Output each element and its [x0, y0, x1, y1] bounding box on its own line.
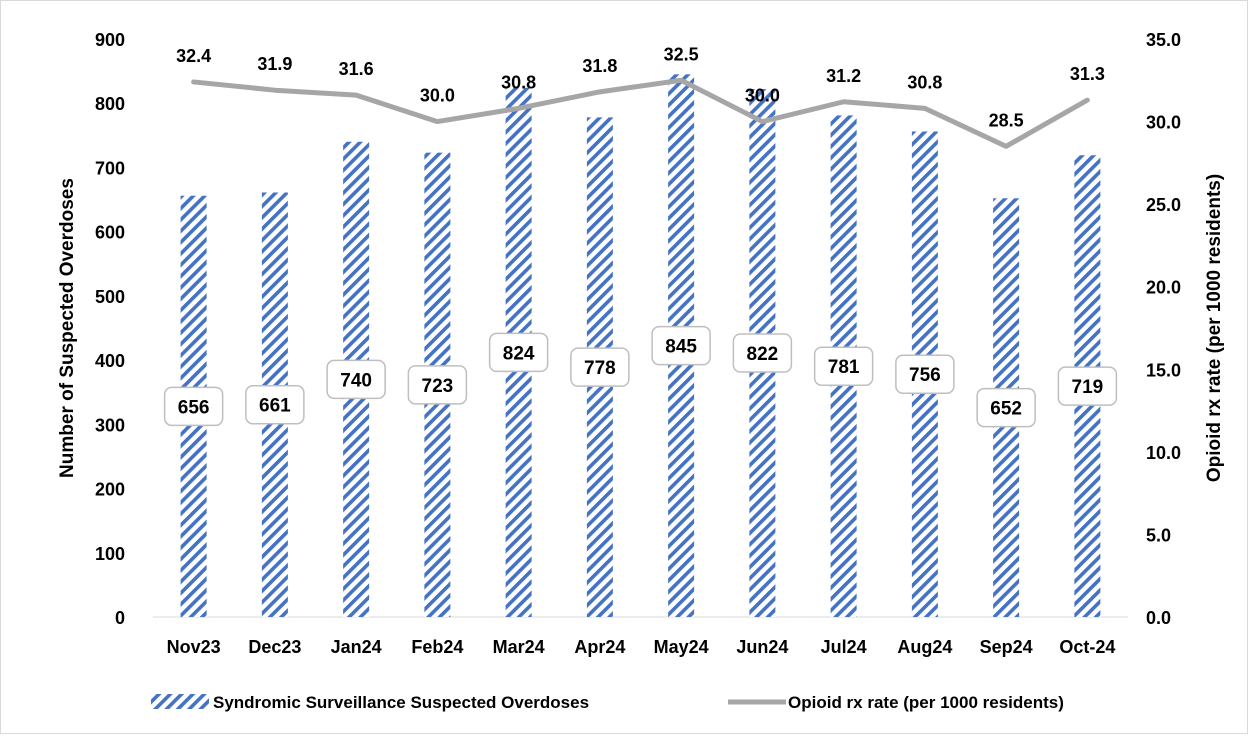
bar-data-label: 822	[747, 344, 779, 365]
bar-data-label-box	[570, 347, 630, 387]
bar-data-label: 723	[422, 376, 454, 397]
x-tick-label: Jan24	[331, 637, 382, 657]
y2-tick-label: 0.0	[1146, 608, 1171, 628]
y-tick-label: 300	[95, 415, 125, 435]
bar-data-label-box	[407, 365, 468, 405]
bar-data-label-box	[813, 346, 874, 386]
bar-data-label: 756	[909, 365, 941, 386]
y2-tick-label: 20.0	[1146, 278, 1181, 298]
bar-data-label-box	[895, 354, 955, 394]
y2-tick-label: 25.0	[1146, 195, 1181, 215]
y-tick-label: 900	[95, 30, 125, 50]
bar-data-label-box	[1057, 366, 1118, 406]
bar-data-label-box	[732, 333, 793, 373]
y2-tick-label: 15.0	[1146, 360, 1181, 380]
y2-tick-label: 10.0	[1146, 443, 1181, 463]
y-axis-title: Number of Suspected Overdoses	[57, 178, 78, 478]
y-tick-label: 200	[95, 480, 125, 500]
bar-data-label-box	[326, 359, 386, 400]
x-tick-label: Jul24	[821, 637, 867, 657]
line-data-label: 31.3	[1070, 64, 1105, 84]
y2-tick-label: 30.0	[1146, 113, 1181, 133]
legend: Syndromic Surveillance Suspected Overdos…	[151, 693, 1064, 712]
bar-data-label: 740	[340, 370, 372, 391]
y-tick-label: 800	[95, 94, 125, 114]
axes-layer: 0 100 200 300 400 500 600 700 800 900 0.0 5.0 10.0 15…	[95, 30, 1181, 657]
line-data-label: 30.0	[420, 86, 455, 106]
bar-data-label: 719	[1072, 377, 1104, 398]
x-tick-label: Aug24	[897, 637, 952, 657]
line-series	[191, 77, 1090, 149]
line-data-label: 31.9	[257, 54, 292, 74]
line-data-label: 31.8	[582, 56, 617, 76]
y-tick-label: 600	[95, 223, 125, 243]
y-tick-label: 400	[95, 351, 125, 371]
x-tick-label: Nov23	[167, 637, 221, 657]
labels-layer: 656 661 740 723 824 778 845 822 781 756 652 719 32.4…	[163, 44, 1118, 428]
bar-data-label-box	[245, 384, 305, 425]
bar-data-label: 656	[178, 397, 210, 418]
line-data-label: 30.0	[745, 86, 780, 106]
x-tick-label: Feb24	[411, 637, 463, 657]
bar-data-label: 652	[990, 399, 1022, 420]
bar-data-label-box	[651, 325, 711, 366]
bar-data-label-box	[163, 386, 224, 427]
x-tick-label: Oct-24	[1059, 637, 1115, 657]
line-data-label: 30.8	[501, 72, 536, 92]
legend-bar-label: Syndromic Surveillance Suspected Overdos…	[213, 693, 589, 712]
legend-bar-swatch	[151, 694, 209, 709]
y-tick-label: 500	[95, 287, 125, 307]
bar-data-label: 824	[503, 343, 535, 364]
bars-layer	[180, 74, 1101, 618]
line-data-label: 28.5	[989, 110, 1024, 130]
legend-line-label: Opioid rx rate (per 1000 residents)	[788, 693, 1064, 712]
x-tick-label: Dec23	[248, 637, 301, 657]
bar-data-label-box	[488, 332, 549, 373]
x-tick-label: Jun24	[736, 637, 788, 657]
x-tick-label: Apr24	[574, 637, 625, 657]
bar-data-label: 781	[828, 357, 860, 378]
x-tick-label: Sep24	[980, 637, 1033, 657]
y2-tick-label: 35.0	[1146, 30, 1181, 50]
y2-axis-title: Opioid rx rate (per 1000 residents)	[1204, 174, 1225, 482]
y2-tick-label: 5.0	[1146, 525, 1171, 545]
line-data-label: 31.6	[339, 59, 374, 79]
bar-data-label-box	[976, 387, 1036, 428]
line-layer	[191, 77, 1090, 149]
line-data-label: 32.5	[664, 44, 699, 64]
line-data-label: 30.8	[907, 72, 942, 92]
y-tick-label: 0	[115, 608, 125, 628]
y-tick-label: 700	[95, 158, 125, 178]
y-tick-label: 100	[95, 544, 125, 564]
x-tick-label: Mar24	[493, 637, 545, 657]
line-data-label: 31.2	[826, 66, 861, 86]
bar-data-label: 778	[584, 358, 616, 379]
bar-data-label: 845	[665, 337, 697, 358]
x-tick-label: May24	[654, 637, 709, 657]
bar-data-label: 661	[259, 396, 291, 417]
line-data-label: 32.4	[176, 46, 211, 66]
